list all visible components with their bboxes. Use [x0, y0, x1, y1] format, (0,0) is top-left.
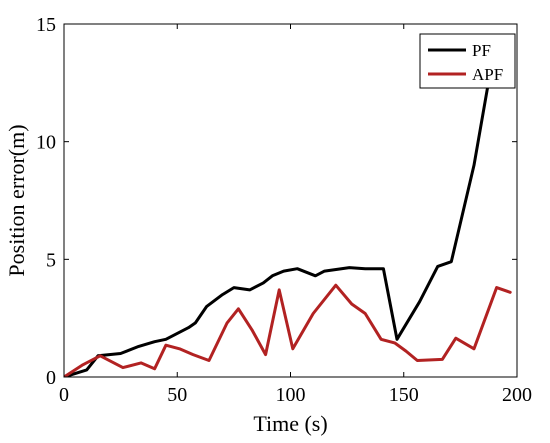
- series-line-pf: [64, 34, 512, 377]
- y-tick-label: 10: [36, 132, 56, 154]
- x-tick-label: 200: [502, 384, 532, 406]
- x-tick-label: 0: [59, 384, 69, 406]
- x-tick-label: 100: [276, 384, 306, 406]
- ticks-layer: 0 50 100 150 200 0 5 10 15: [36, 14, 532, 406]
- series-layer: [64, 34, 512, 377]
- y-tick-label: 15: [36, 14, 56, 36]
- legend-label-pf: PF: [472, 41, 491, 60]
- legend-label-apf: APF: [472, 65, 503, 84]
- y-tick-label: 5: [46, 249, 56, 271]
- series-line-apf: [64, 283, 512, 377]
- x-tick-label: 50: [167, 384, 187, 406]
- y-tick-label: 0: [46, 367, 56, 389]
- x-tick-label: 150: [389, 384, 419, 406]
- legend: PF APF: [419, 33, 516, 89]
- legend-box: [419, 33, 516, 89]
- x-axis-title: Time (s): [253, 411, 327, 436]
- y-axis-title: Position error(m): [4, 124, 29, 276]
